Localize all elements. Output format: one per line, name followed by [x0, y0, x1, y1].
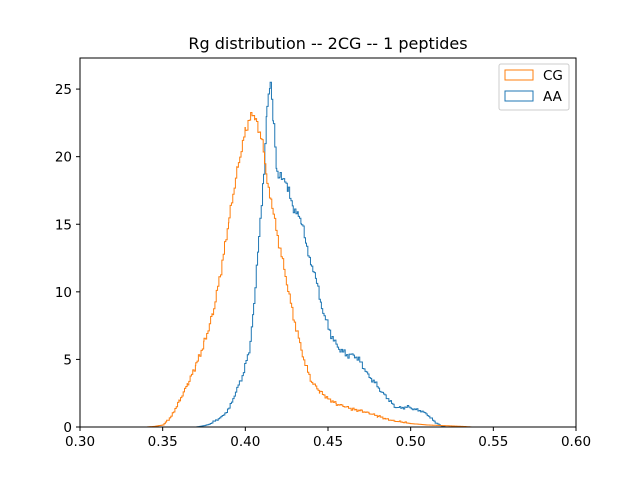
- series-aa-step-line: [195, 81, 446, 428]
- y-tick-label: 20: [55, 150, 72, 166]
- y-axis: 0 5 10 15 20 25: [55, 82, 80, 436]
- x-axis: 0.30 0.35 0.40 0.45 0.50 0.55 0.60: [65, 427, 591, 450]
- legend: CG AA: [498, 63, 570, 111]
- x-tick-label: 0.40: [230, 434, 260, 450]
- legend-label-aa: AA: [543, 89, 563, 105]
- chart-title: Rg distribution -- 2CG -- 1 peptides: [188, 34, 467, 53]
- legend-swatch-cg: [504, 69, 534, 81]
- series-cg-step-line: [146, 111, 473, 428]
- x-tick-label: 0.55: [478, 434, 508, 450]
- y-tick-label: 15: [55, 217, 72, 233]
- x-tick-label: 0.35: [148, 434, 178, 450]
- y-tick-label: 0: [63, 420, 72, 436]
- x-tick-label: 0.50: [396, 434, 426, 450]
- x-tick-label: 0.30: [65, 434, 95, 450]
- series-layer: [146, 81, 473, 428]
- legend-swatch-aa: [504, 90, 534, 102]
- y-tick-label: 5: [63, 352, 72, 368]
- y-tick-label: 10: [55, 285, 72, 301]
- x-tick-label: 0.45: [313, 434, 343, 450]
- y-tick-label: 25: [55, 82, 72, 98]
- legend-label-cg: CG: [543, 68, 563, 84]
- legend-box: [498, 63, 570, 111]
- x-tick-label: 0.60: [561, 434, 591, 450]
